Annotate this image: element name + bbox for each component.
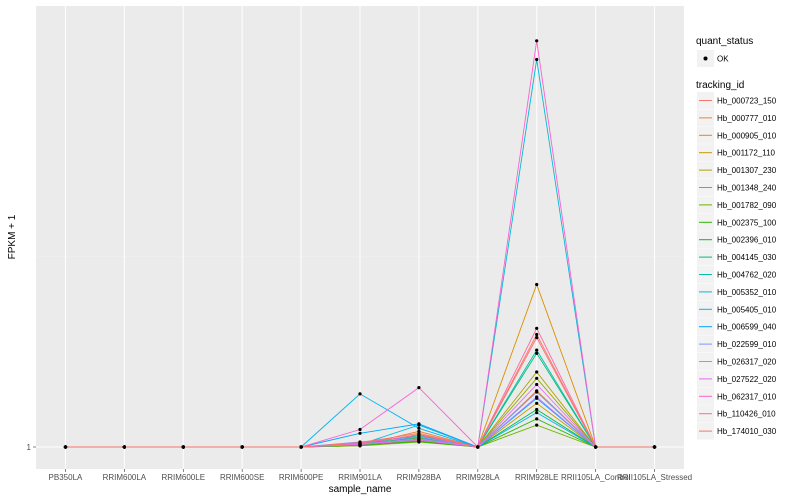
legend-label-Hb_001307_230: Hb_001307_230 bbox=[717, 166, 777, 175]
point-Hb_174010_030-RRIM600SE bbox=[240, 445, 244, 449]
point-Hb_005405_010-RRIM928BA bbox=[417, 426, 421, 430]
point-Hb_174010_030-RRIM928LE bbox=[535, 336, 539, 340]
legend-label-Hb_026317_020: Hb_026317_020 bbox=[717, 358, 777, 367]
point-Hb_027522_020-RRIM928LE bbox=[535, 382, 539, 387]
point-Hb_005352_010-RRIM928LE bbox=[535, 57, 539, 62]
legend-label-Hb_110426_010: Hb_110426_010 bbox=[717, 410, 776, 419]
point-Hb_004145_030-RRIM928LE bbox=[535, 351, 539, 355]
x-tick-label: RRIM928LA bbox=[456, 473, 500, 482]
legend-label-Hb_006599_040: Hb_006599_040 bbox=[717, 323, 777, 332]
x-tick-label: RRIM901LA bbox=[338, 473, 382, 482]
point-Hb_001348_240-RRIM928LE bbox=[535, 376, 539, 380]
x-tick-label: RRII105LA_Stressed bbox=[617, 473, 692, 482]
point-Hb_027522_020-RRIM928BA bbox=[417, 438, 421, 442]
x-tick-label: RRIM600SE bbox=[220, 473, 264, 482]
point-Hb_174010_030-RRII105LA_Stressed bbox=[652, 445, 657, 449]
legend-tracking-id: Hb_000723_150 Hb_000777_010 Hb_000905_010 H… bbox=[697, 92, 777, 440]
legend-tracking-id-title: tracking_id bbox=[696, 80, 744, 91]
point-Hb_005405_010-RRIM928LE bbox=[535, 411, 539, 415]
point-Hb_026317_020-RRIM928LE bbox=[535, 395, 539, 399]
legend-label-Hb_002396_010: Hb_002396_010 bbox=[717, 236, 777, 245]
point-Hb_174010_030-RRIM928LA bbox=[476, 445, 480, 449]
x-tick-label: PB350LA bbox=[49, 473, 83, 482]
legend-label-Hb_001348_240: Hb_001348_240 bbox=[717, 184, 777, 193]
legend-quant-status-label: OK bbox=[717, 55, 729, 64]
y-axis-title: FPKM + 1 bbox=[7, 214, 18, 259]
legend-label-Hb_000723_150: Hb_000723_150 bbox=[717, 97, 777, 106]
x-tick-label: RRIM600LE bbox=[161, 473, 205, 482]
legend-label-Hb_001172_110: Hb_001172_110 bbox=[717, 149, 776, 158]
point-Hb_002375_100-RRIM928LE bbox=[535, 417, 539, 421]
point-Hb_001307_230-RRIM928LE bbox=[535, 370, 539, 374]
point-Hb_110426_010-RRIM928LE bbox=[535, 326, 539, 330]
point-Hb_062317_010-RRIM928LE bbox=[535, 39, 539, 43]
point-Hb_006599_040-RRIM928BA bbox=[417, 422, 421, 426]
legend-quant-status: quant_status OK bbox=[696, 36, 753, 67]
point-Hb_006599_040-RRIM901LA bbox=[358, 431, 362, 435]
legend-label-Hb_000905_010: Hb_000905_010 bbox=[717, 131, 777, 140]
point-Hb_174010_030-RRIM600LA bbox=[122, 445, 126, 449]
legend-label-Hb_000777_010: Hb_000777_010 bbox=[717, 114, 777, 123]
legend-label-Hb_005405_010: Hb_005405_010 bbox=[717, 305, 777, 314]
legend-label-Hb_062317_010: Hb_062317_010 bbox=[717, 392, 777, 401]
x-axis-title: sample_name bbox=[329, 484, 392, 495]
point-Hb_174010_030-RRIM901LA bbox=[358, 441, 362, 445]
legend-label-Hb_022599_010: Hb_022599_010 bbox=[717, 340, 777, 349]
point-Hb_001782_090-RRIM928LE bbox=[535, 423, 539, 427]
legend-label-Hb_005352_010: Hb_005352_010 bbox=[717, 288, 777, 297]
point-Hb_000723_150-RRIM928LE bbox=[535, 332, 539, 337]
point-Hb_174010_030-RRIM928BA bbox=[417, 431, 421, 435]
legend-label-Hb_001782_090: Hb_001782_090 bbox=[717, 201, 777, 210]
point-Hb_022599_010-RRIM928LE bbox=[535, 390, 539, 394]
legend-label-Hb_004145_030: Hb_004145_030 bbox=[717, 253, 777, 262]
legend-label-Hb_004762_020: Hb_004762_020 bbox=[717, 271, 777, 280]
y-axis-ticks: 1 bbox=[27, 443, 36, 452]
point-Hb_001172_110-RRIM928LE bbox=[535, 401, 539, 405]
legend-label-Hb_002375_100: Hb_002375_100 bbox=[717, 218, 777, 227]
x-tick-label: RRII105LA_Control bbox=[561, 473, 631, 482]
point-Hb_174010_030-PB350LA bbox=[63, 445, 68, 449]
point-Hb_174010_030-RRIM600PE bbox=[299, 445, 303, 449]
legend-label-Hb_174010_030: Hb_174010_030 bbox=[717, 427, 777, 436]
x-tick-label: RRIM600LA bbox=[103, 473, 147, 482]
point-Hb_174010_030-RRIM600LE bbox=[181, 445, 185, 449]
legend-quant-status-title: quant_status bbox=[696, 36, 753, 47]
x-axis-ticks: PB350LA RRIM600LA RRIM600LE RRIM600SE RRIM60… bbox=[49, 469, 692, 482]
legend-quant-status-point bbox=[703, 56, 708, 61]
x-tick-label: RRIM928BA bbox=[397, 473, 442, 482]
legend-label-Hb_027522_020: Hb_027522_020 bbox=[717, 375, 777, 384]
point-Hb_002396_010-RRIM928LE bbox=[535, 407, 539, 412]
point-Hb_004762_020-RRIM928LE bbox=[535, 348, 539, 352]
point-Hb_062317_010-RRIM928BA bbox=[417, 386, 421, 390]
point-Hb_000905_010-RRIM928LE bbox=[535, 282, 539, 287]
point-Hb_005405_010-RRIM901LA bbox=[358, 392, 362, 396]
x-tick-label: RRIM928LE bbox=[515, 473, 559, 482]
point-Hb_062317_010-RRIM901LA bbox=[358, 427, 362, 432]
data-points bbox=[63, 39, 657, 449]
point-Hb_174010_030-RRII105LA_Control bbox=[594, 445, 598, 449]
x-tick-label: RRIM600PE bbox=[279, 473, 323, 482]
y-tick-label: 1 bbox=[27, 443, 32, 452]
